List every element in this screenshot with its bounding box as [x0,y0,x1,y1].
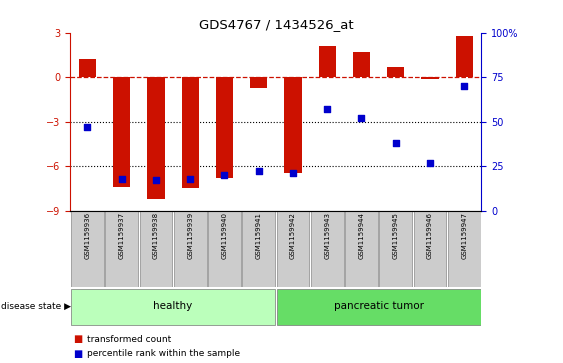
Point [357,115,366,121]
Bar [182,77,199,188]
Text: GSM1159942: GSM1159942 [290,212,296,259]
Text: GSM1159936: GSM1159936 [84,212,91,259]
Bar [422,77,439,79]
FancyBboxPatch shape [140,211,172,287]
Point [186,176,195,182]
FancyBboxPatch shape [174,211,207,287]
Point [83,124,92,130]
Bar [284,77,302,174]
Bar [319,46,336,77]
Bar [455,36,473,77]
Bar [387,67,404,77]
Point [391,140,400,146]
FancyBboxPatch shape [311,211,343,287]
Text: GSM1159938: GSM1159938 [153,212,159,259]
Text: percentile rank within the sample: percentile rank within the sample [87,350,240,358]
Point [460,83,469,89]
Text: GSM1159946: GSM1159946 [427,212,433,259]
FancyBboxPatch shape [242,211,275,287]
FancyBboxPatch shape [71,289,275,325]
Bar [148,77,164,199]
Text: GSM1159943: GSM1159943 [324,212,330,259]
Text: pancreatic tumor: pancreatic tumor [334,301,423,311]
FancyBboxPatch shape [276,289,481,325]
FancyBboxPatch shape [71,211,104,287]
Title: GDS4767 / 1434526_at: GDS4767 / 1434526_at [199,19,353,32]
Point [151,178,160,183]
Text: GSM1159947: GSM1159947 [461,212,467,259]
FancyBboxPatch shape [448,211,481,287]
Text: ■: ■ [73,349,82,359]
Text: GSM1159940: GSM1159940 [221,212,227,259]
Bar [353,52,370,77]
Text: GSM1159941: GSM1159941 [256,212,262,259]
Bar [250,77,267,87]
Text: GSM1159939: GSM1159939 [187,212,193,259]
Point [117,176,126,182]
Text: GSM1159945: GSM1159945 [393,212,399,259]
Point [288,170,297,176]
Text: disease state ▶: disease state ▶ [1,302,71,311]
Point [426,160,435,166]
Text: ■: ■ [73,334,82,344]
Point [220,172,229,178]
Text: GSM1159937: GSM1159937 [119,212,125,259]
Text: healthy: healthy [154,301,193,311]
FancyBboxPatch shape [208,211,241,287]
Bar [216,77,233,178]
FancyBboxPatch shape [105,211,138,287]
Bar [113,77,130,187]
FancyBboxPatch shape [345,211,378,287]
Point [323,106,332,112]
Point [254,168,263,174]
Bar [79,60,96,77]
Text: transformed count: transformed count [87,335,172,344]
FancyBboxPatch shape [276,211,310,287]
FancyBboxPatch shape [379,211,412,287]
FancyBboxPatch shape [414,211,446,287]
Text: GSM1159944: GSM1159944 [359,212,364,259]
